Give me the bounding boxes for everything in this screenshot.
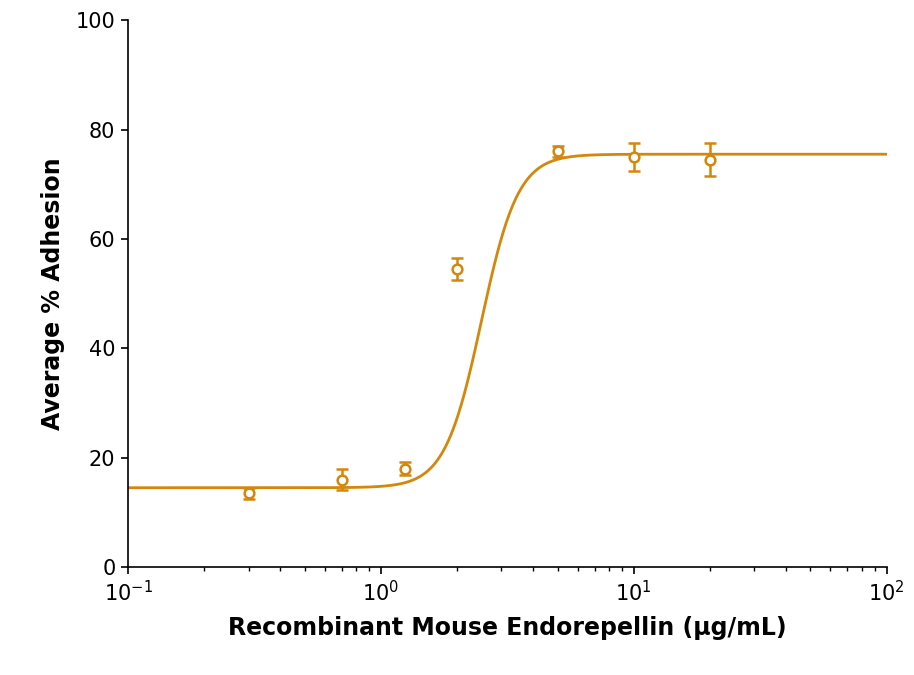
X-axis label: Recombinant Mouse Endorepellin (μg/mL): Recombinant Mouse Endorepellin (μg/mL) xyxy=(228,616,787,640)
Y-axis label: Average % Adhesion: Average % Adhesion xyxy=(40,157,65,430)
